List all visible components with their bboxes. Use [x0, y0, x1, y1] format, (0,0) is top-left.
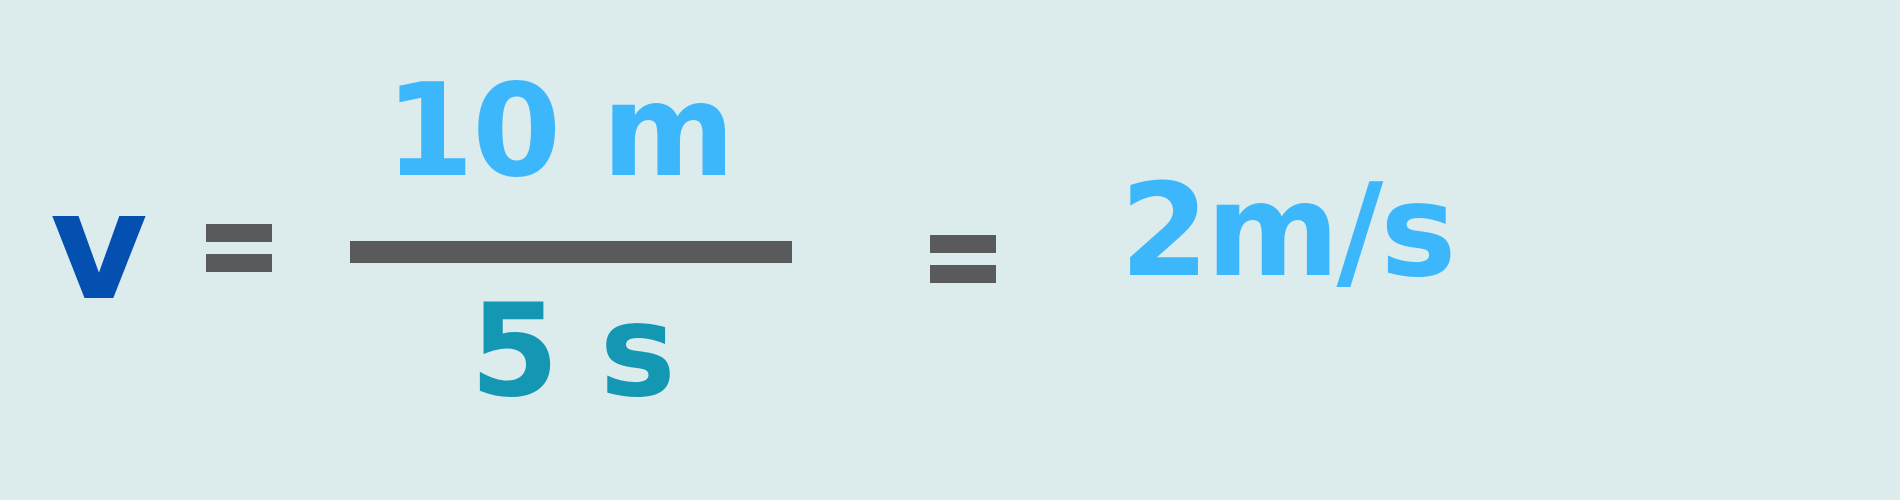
fraction-denominator: 5 s	[470, 277, 676, 426]
fraction-numerator: 10 m	[385, 57, 735, 206]
equals-sign-result	[930, 235, 996, 283]
velocity-variable: v	[50, 160, 148, 334]
result-value: 2m/s	[1120, 157, 1456, 306]
equals-sign	[206, 224, 272, 272]
fraction-bar	[350, 241, 792, 263]
